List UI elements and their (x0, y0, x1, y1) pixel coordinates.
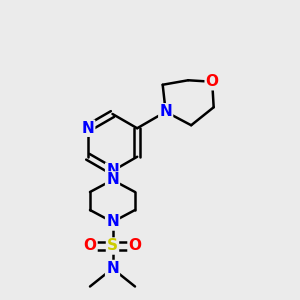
Text: N: N (106, 214, 119, 230)
Text: N: N (106, 172, 119, 188)
Text: S: S (107, 238, 118, 253)
Text: N: N (159, 104, 172, 119)
Text: N: N (106, 164, 119, 178)
Text: O: O (206, 74, 219, 89)
Text: O: O (83, 238, 97, 253)
Text: O: O (128, 238, 142, 253)
Text: N: N (106, 261, 119, 276)
Text: N: N (81, 121, 94, 136)
